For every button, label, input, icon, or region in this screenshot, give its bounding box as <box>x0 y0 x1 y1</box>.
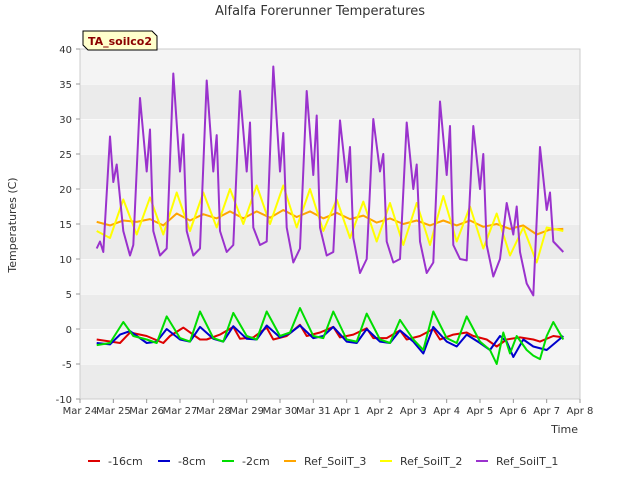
series-line--2cm <box>96 307 565 365</box>
y-tick-label: 20 <box>59 185 72 196</box>
y-tick-label: 30 <box>59 115 72 126</box>
x-tick-label: Mar 30 <box>263 406 298 417</box>
x-tick-label: Mar 24 <box>63 406 98 417</box>
x-tick-label: Apr 4 <box>433 406 460 417</box>
grid-band <box>80 189 580 224</box>
legend-label: -2cm <box>242 455 270 468</box>
legend: -16cm -8cm -2cm Ref_SoilT_3 Ref_SoilT_2 Ref_S… <box>88 455 558 468</box>
legend-label: -8cm <box>178 455 206 468</box>
x-tick-label: Apr 7 <box>533 406 560 417</box>
x-tick-label: Mar 28 <box>196 406 231 417</box>
y-tick-label: 10 <box>59 255 72 266</box>
y-tick-label: 25 <box>59 150 72 161</box>
grid-band <box>80 119 580 154</box>
y-axis: -10 -5 0 5 10 15 20 25 30 35 40 <box>56 45 80 406</box>
legend-label: Ref_SoilT_2 <box>400 455 462 468</box>
grid-band <box>80 259 580 294</box>
grid-band <box>80 364 580 399</box>
x-tick-label: Apr 3 <box>400 406 427 417</box>
x-tick-label: Mar 25 <box>96 406 131 417</box>
x-tick-label: Apr 1 <box>333 406 360 417</box>
series-line-ref-soilt-1 <box>95 65 565 297</box>
x-tick-label: Apr 8 <box>567 406 594 417</box>
x-tick-label: Mar 29 <box>229 406 264 417</box>
y-tick-label: 40 <box>59 45 72 56</box>
grid-band <box>80 49 580 84</box>
y-tick-label: 0 <box>66 325 72 336</box>
x-tick-label: Apr 2 <box>367 406 394 417</box>
y-tick-label: 15 <box>59 220 72 231</box>
grid-band <box>80 294 580 329</box>
legend-item: Ref_SoilT_2 <box>380 455 462 468</box>
x-tick-label: Mar 31 <box>296 406 331 417</box>
x-tick-label: Mar 27 <box>163 406 198 417</box>
legend-label: -16cm <box>108 455 143 468</box>
y-tick-label: 5 <box>66 290 72 301</box>
series-line-ref-soilt-2 <box>96 184 564 264</box>
series-lines <box>95 65 565 365</box>
y-tick-label: 35 <box>59 80 72 91</box>
chart-title: Alfalfa Forerunner Temperatures <box>215 4 425 19</box>
x-tick-label: Apr 5 <box>467 406 494 417</box>
legend-item: Ref_SoilT_1 <box>476 455 558 468</box>
badge: TA_soilco2 <box>82 30 158 51</box>
badge-label: TA_soilco2 <box>88 35 152 48</box>
plot-bands <box>80 48 580 399</box>
grid-band <box>80 329 580 364</box>
legend-item: -16cm <box>88 455 143 468</box>
legend-item: -2cm <box>222 455 270 468</box>
y-tick-label: -10 <box>56 395 72 406</box>
x-tick-label: Apr 6 <box>500 406 527 417</box>
legend-label: Ref_SoilT_1 <box>496 455 558 468</box>
grid-band <box>80 84 580 119</box>
y-axis-label: Temperatures (C) <box>6 177 19 273</box>
grid-band <box>80 154 580 189</box>
legend-item: Ref_SoilT_3 <box>284 455 366 468</box>
legend-label: Ref_SoilT_3 <box>304 455 366 468</box>
x-axis-label: Time <box>550 423 578 436</box>
y-tick-label: -5 <box>62 360 72 371</box>
x-tick-label: Mar 26 <box>129 406 164 417</box>
legend-item: -8cm <box>158 455 206 468</box>
